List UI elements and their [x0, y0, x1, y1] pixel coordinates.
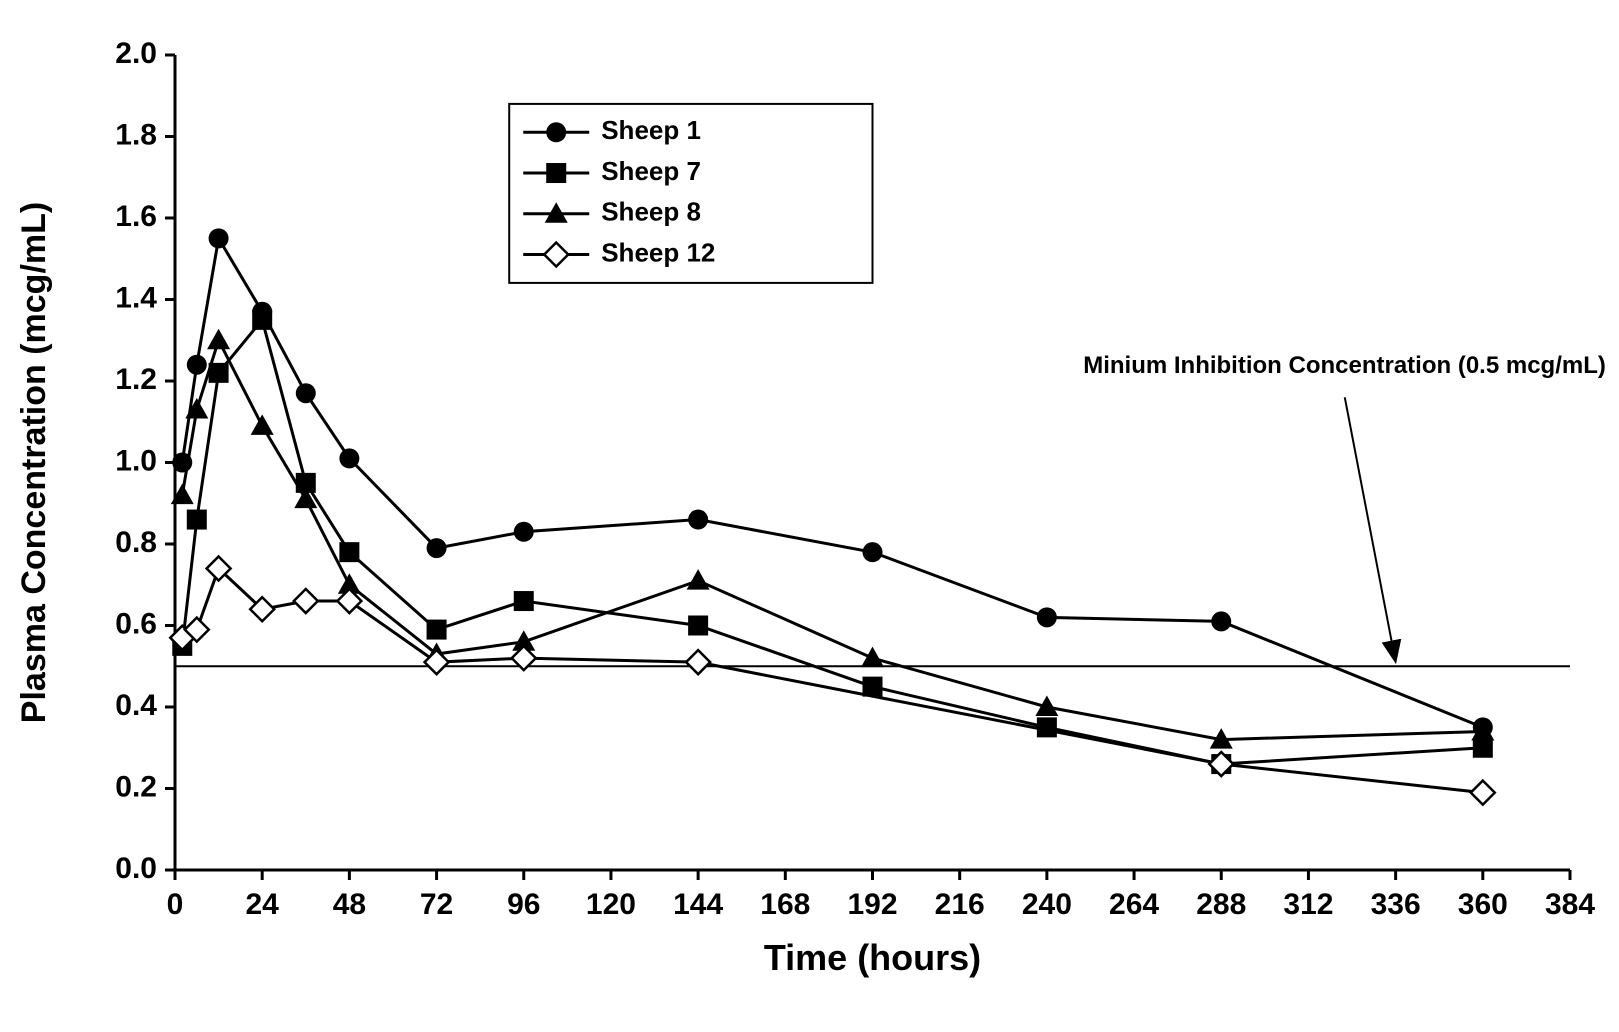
legend-item-label: Sheep 8 [601, 197, 701, 227]
x-tick-label: 48 [333, 888, 366, 921]
x-tick-label: 192 [847, 888, 897, 921]
y-tick-label: 0.2 [115, 770, 157, 803]
legend-item-label: Sheep 1 [601, 115, 701, 145]
y-tick-label: 1.4 [115, 281, 157, 314]
x-tick-label: 360 [1458, 888, 1508, 921]
y-tick-label: 1.8 [115, 118, 157, 151]
x-tick-label: 216 [935, 888, 985, 921]
y-tick-label: 1.0 [115, 444, 157, 477]
y-tick-label: 1.6 [115, 200, 157, 233]
x-tick-label: 264 [1109, 888, 1159, 921]
y-tick-label: 0.6 [115, 607, 157, 640]
x-tick-label: 336 [1371, 888, 1421, 921]
x-tick-label: 312 [1283, 888, 1333, 921]
chart-container: 0.0 0.2 0.4 0.6 0.8 1.0 1.2 1.4 1.6 1.8 2.0 Plasma … [0, 0, 1619, 1032]
plasma-concentration-chart: 0.0 0.2 0.4 0.6 0.8 1.0 1.2 1.4 1.6 1.8 2.0 Plasma … [0, 0, 1619, 1032]
x-tick-label: 72 [420, 888, 453, 921]
x-tick-label: 240 [1022, 888, 1072, 921]
x-tick-label: 384 [1545, 888, 1595, 921]
y-tick-label: 0.0 [115, 852, 157, 885]
mic-annotation-text: Minium Inhibition Concentration (0.5 mcg… [1083, 352, 1606, 379]
legend-item-label: Sheep 12 [601, 237, 715, 267]
x-axis-label: Time (hours) [764, 937, 981, 978]
y-tick-label: 0.4 [115, 689, 157, 722]
x-tick-label: 96 [507, 888, 540, 921]
legend-item-label: Sheep 7 [601, 156, 701, 186]
y-tick-label: 2.0 [115, 37, 157, 70]
x-tick-label: 24 [246, 888, 280, 921]
x-tick-label: 144 [673, 888, 723, 921]
x-tick-label: 288 [1196, 888, 1246, 921]
x-tick-label: 0 [167, 888, 184, 921]
y-tick-label: 1.2 [115, 363, 157, 396]
y-tick-label: 0.8 [115, 526, 157, 559]
x-tick-label: 120 [586, 888, 636, 921]
x-tick-label: 168 [760, 888, 810, 921]
y-axis-label: Plasma Concentration (mcg/mL) [15, 202, 53, 723]
